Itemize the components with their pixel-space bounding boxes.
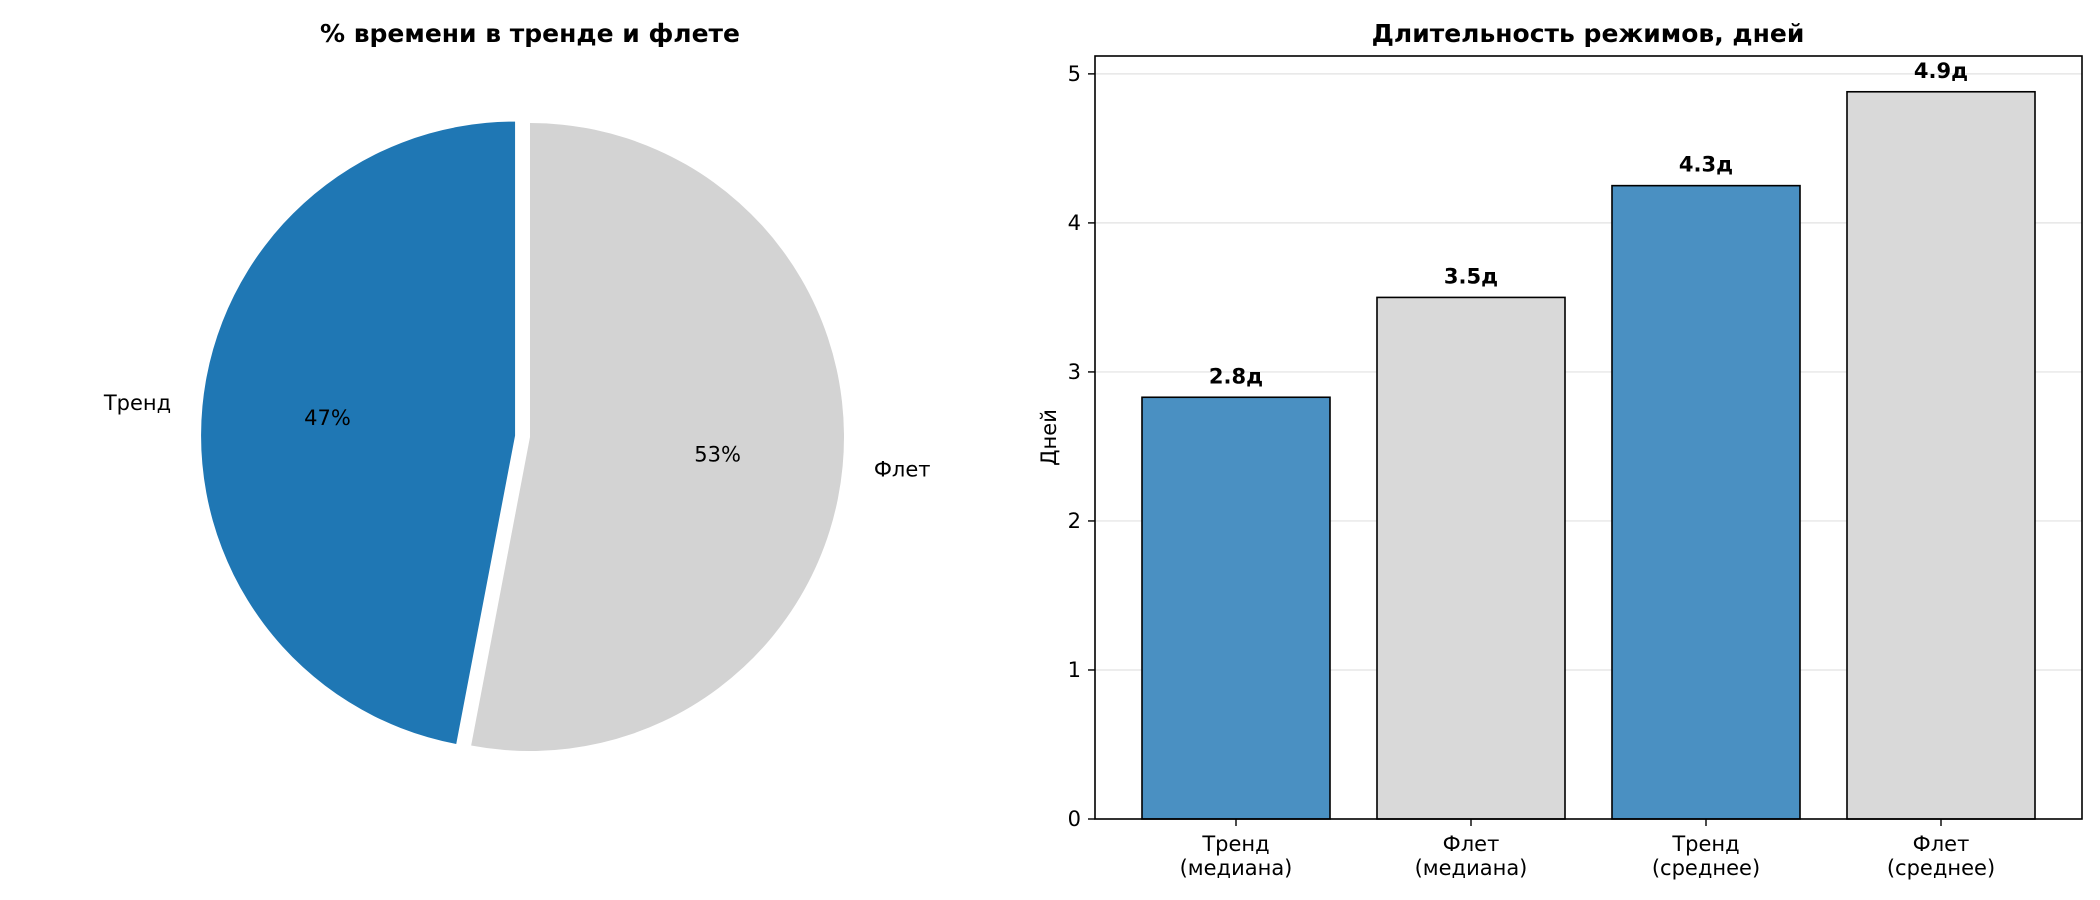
bar-bars — [1141, 90, 2036, 820]
pie-slice-label: Тренд — [103, 391, 171, 415]
pie-labels: Тренд 47% Флет 53% — [103, 391, 931, 481]
y-tick-label: 4 — [1068, 211, 1081, 235]
y-tick-label: 5 — [1068, 62, 1081, 86]
bar — [1846, 90, 2036, 820]
pie-percent-label: 53% — [694, 443, 741, 467]
y-tick-label: 1 — [1068, 658, 1081, 682]
x-tick-label: Флет (медиана) — [1415, 832, 1528, 880]
pie-slice-label: Флет — [874, 458, 931, 482]
pie-slice-trend — [201, 121, 516, 745]
bar-plot-frame — [1094, 55, 2083, 820]
bar-chart: Длительность режимов, дней 2.8д 3.5д 4.3д 4… — [1037, 19, 2083, 880]
x-tick-label: Тренд (медиана) — [1180, 832, 1293, 880]
y-tick-label: 2 — [1068, 509, 1081, 533]
x-tick-label: Флет (среднее) — [1887, 832, 1995, 880]
bar-y-axis-label: Дней — [1037, 409, 1061, 466]
bar-x-ticks: Тренд (медиана) Флет (медиана) Тренд (среднее… — [1180, 819, 1995, 880]
bar-value-label: 2.8д — [1209, 364, 1263, 388]
pie-chart-title: % времени в тренде и флете — [320, 19, 740, 48]
y-tick-label: 3 — [1068, 360, 1081, 384]
pie-slices — [201, 121, 845, 751]
bar-y-ticks: 0 1 2 3 4 5 — [1068, 62, 1095, 831]
bar-value-label: 3.5д — [1444, 264, 1498, 288]
bar — [1141, 396, 1331, 820]
x-tick-label: Тренд (среднее) — [1652, 832, 1760, 880]
bar-value-labels: 2.8д 3.5д 4.3д 4.9д — [1209, 59, 1968, 388]
pie-slice-flat — [471, 123, 845, 751]
bar-value-label: 4.3д — [1679, 153, 1733, 177]
bar-value-label: 4.9д — [1914, 59, 1968, 83]
bar — [1611, 184, 1801, 820]
pie-percent-label: 47% — [304, 406, 351, 430]
bar — [1376, 296, 1566, 820]
pie-chart: % времени в тренде и флете Тренд 47% Флет 5… — [103, 19, 931, 751]
y-tick-label: 0 — [1068, 807, 1081, 831]
bar-chart-title: Длительность режимов, дней — [1372, 19, 1805, 48]
